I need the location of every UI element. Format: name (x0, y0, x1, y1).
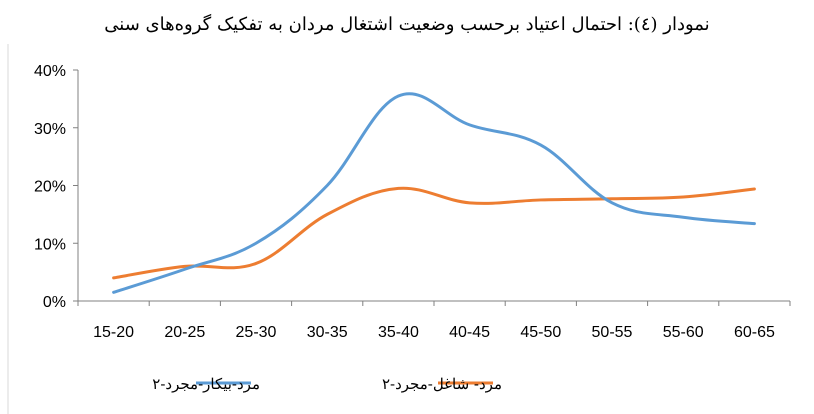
legend-label: مرد- شاغل-مجرد-۲ (382, 375, 502, 393)
legend-label: مرد-بیکار-مجرد-۲ (152, 375, 260, 393)
x-tick-label: 20-25 (164, 324, 205, 341)
y-tick-label: 30% (34, 121, 66, 138)
x-tick-label: 40-45 (449, 324, 490, 341)
series-line-employed (112, 186, 756, 280)
y-tick-label: 10% (34, 236, 66, 253)
y-tick-label: 0% (43, 294, 66, 311)
chart-title: نمودار (٤): احتمال اعتیاد برحسب وضعیت اش… (104, 14, 710, 35)
x-tick-label: 35-40 (378, 324, 419, 341)
y-tick-label: 40% (34, 63, 66, 80)
x-tick-label: 15-20 (93, 324, 134, 341)
x-tick-label: 60-65 (734, 324, 775, 341)
series-line-unemployed (112, 92, 756, 294)
y-tick-label: 20% (34, 179, 66, 196)
x-tick-label: 30-35 (307, 324, 348, 341)
x-tick-label: 50-55 (592, 324, 633, 341)
x-tick-label: 25-30 (236, 324, 277, 341)
x-tick-label: 45-50 (520, 324, 561, 341)
x-tick-label: 55-60 (663, 324, 704, 341)
